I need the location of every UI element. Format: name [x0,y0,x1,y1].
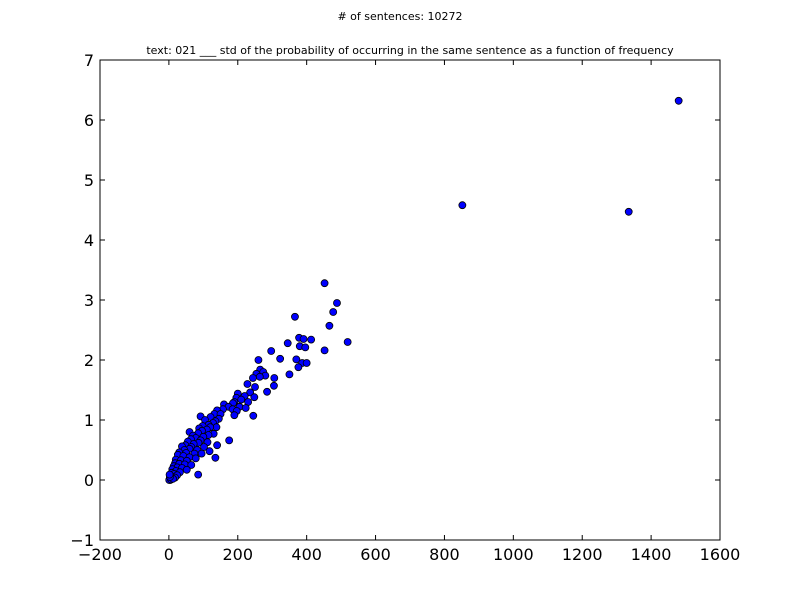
scatter-point [250,393,259,402]
scatter-point [301,343,310,352]
scatter-point [325,321,334,330]
tick-label-layer: −200 0 200 400 600 800 1000 1200 1400 1600 −1 0 1 2 3 4… [70,51,740,564]
scatter-point [243,380,252,388]
points-layer [165,96,683,484]
x-tick-label: 0 [164,545,174,564]
scatter-point [343,338,352,346]
y-tick-label: 7 [84,51,94,70]
scatter-point [237,395,246,404]
y-tick-label: −1 [70,531,94,550]
x-tick-label: 600 [360,545,391,564]
scatter-point [254,356,263,364]
y-tick-label: 4 [84,231,94,250]
x-tick-label: 1000 [493,545,534,564]
scatter-point [213,441,222,450]
y-tick-label: 5 [84,171,94,190]
scatter-point [251,383,259,391]
scatter-point [283,339,292,348]
scatter-point [276,354,285,363]
scatter-point [307,335,316,344]
scatter-point [270,374,279,382]
scatter-point [294,363,303,372]
scatter-point [225,436,234,445]
scatter-point [191,454,200,463]
x-tick-label: 1200 [562,545,603,564]
y-tick-label: 3 [84,291,94,310]
figure-suptitle: # of sentences: 10272 [337,10,463,23]
scatter-point [267,347,276,355]
scatter-point [270,381,278,390]
x-tick-label: 400 [291,545,322,564]
scatter-point [230,411,239,420]
scatter-point [241,404,250,412]
y-tick-label: 2 [84,351,94,370]
scatter-point [302,359,311,367]
x-tick-label: 800 [429,545,460,564]
x-tick-label: 1400 [631,545,672,564]
scatter-point [187,461,196,469]
x-tick-label: 200 [223,545,254,564]
scatter-point [165,470,174,479]
scatter-point [197,449,206,458]
scatter-point [182,465,191,474]
scatter-point [292,355,301,364]
scatter-point [200,443,208,451]
scatter-point [249,411,258,420]
scatter-point [263,387,271,396]
scatter-point [624,207,633,216]
scatter-point [674,96,683,105]
scatter-point [291,312,299,321]
scatter-point [211,453,220,462]
chart-title: text: 021 ___ std of the probability of … [146,44,674,57]
scatter-point [458,201,467,210]
scatter-point [299,335,308,343]
y-tick-label: 0 [84,471,94,490]
scatter-point [333,299,341,307]
scatter-point [285,370,294,379]
scatter-point [194,470,203,479]
axes-frame [99,59,721,541]
y-tick-label: 1 [84,411,94,430]
x-tick-label: 1600 [700,545,741,564]
y-tick-label: 6 [84,111,94,130]
scatter-point [329,308,338,316]
scatter-point [320,346,329,355]
x-tick-label: −200 [78,545,122,564]
scatter-point [320,279,329,288]
scatter-point [205,447,214,456]
scatter-point [255,372,264,381]
scatter-point [249,374,257,382]
